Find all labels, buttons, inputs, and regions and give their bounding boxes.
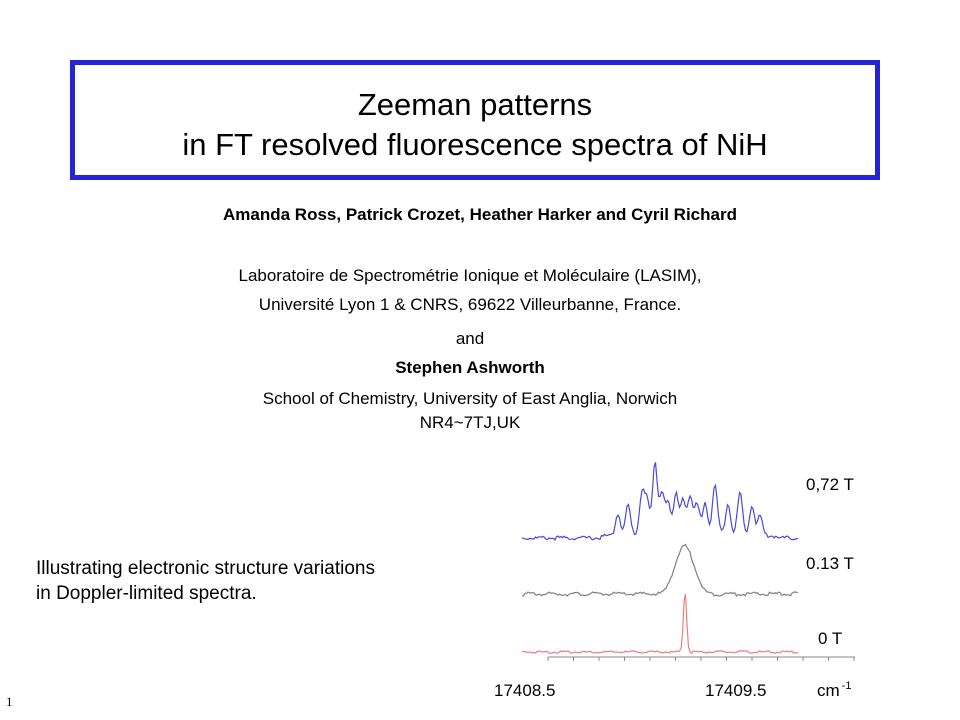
note-line-1: Illustrating electronic structure variat… (36, 558, 375, 579)
affiliation-2-line-2: NR4~7TJ,UK (419, 413, 521, 432)
x-tick-label-17408-5: 17408.5 (494, 681, 555, 700)
affiliation-2-line-1: School of Chemistry, University of East … (262, 389, 678, 408)
series-label-0-13-t: 0.13 T (806, 554, 854, 573)
x-unit-label: cm -1 (817, 680, 851, 700)
x-unit-exponent: -1 (842, 680, 852, 692)
x-unit: cm (817, 681, 840, 700)
spectrum-trace-1 (522, 543, 799, 597)
title-box: Zeeman patterns in FT resolved fluoresce… (70, 60, 880, 180)
x-tick-label-17409-5: 17409.5 (705, 681, 766, 700)
x-axis-ticks (547, 657, 855, 661)
affiliation-1-line-1: Laboratoire de Spectrométrie Ionique et … (238, 266, 702, 285)
coauthor: Stephen Ashworth (395, 358, 545, 377)
spectrum-traces (521, 462, 799, 655)
note-line-2: in Doppler-limited spectra. (36, 583, 257, 604)
and-text: and (455, 329, 485, 348)
authors: Amanda Ross, Patrick Crozet, Heather Har… (223, 205, 737, 224)
series-label-0-72-t: 0,72 T (806, 475, 854, 494)
series-label-0-t: 0 T (818, 629, 842, 648)
affiliation-1-line-2: Université Lyon 1 & CNRS, 69622 Villeurb… (258, 295, 682, 314)
title-line-2: in FT resolved fluorescence spectra of N… (182, 127, 768, 162)
spectrum-trace-0 (521, 462, 799, 541)
slide-number: 1 (6, 694, 13, 709)
spectrum-trace-2 (521, 593, 799, 655)
title-line-1: Zeeman patterns (357, 87, 593, 122)
illustration-note: Illustrating electronic structure variat… (36, 556, 375, 606)
